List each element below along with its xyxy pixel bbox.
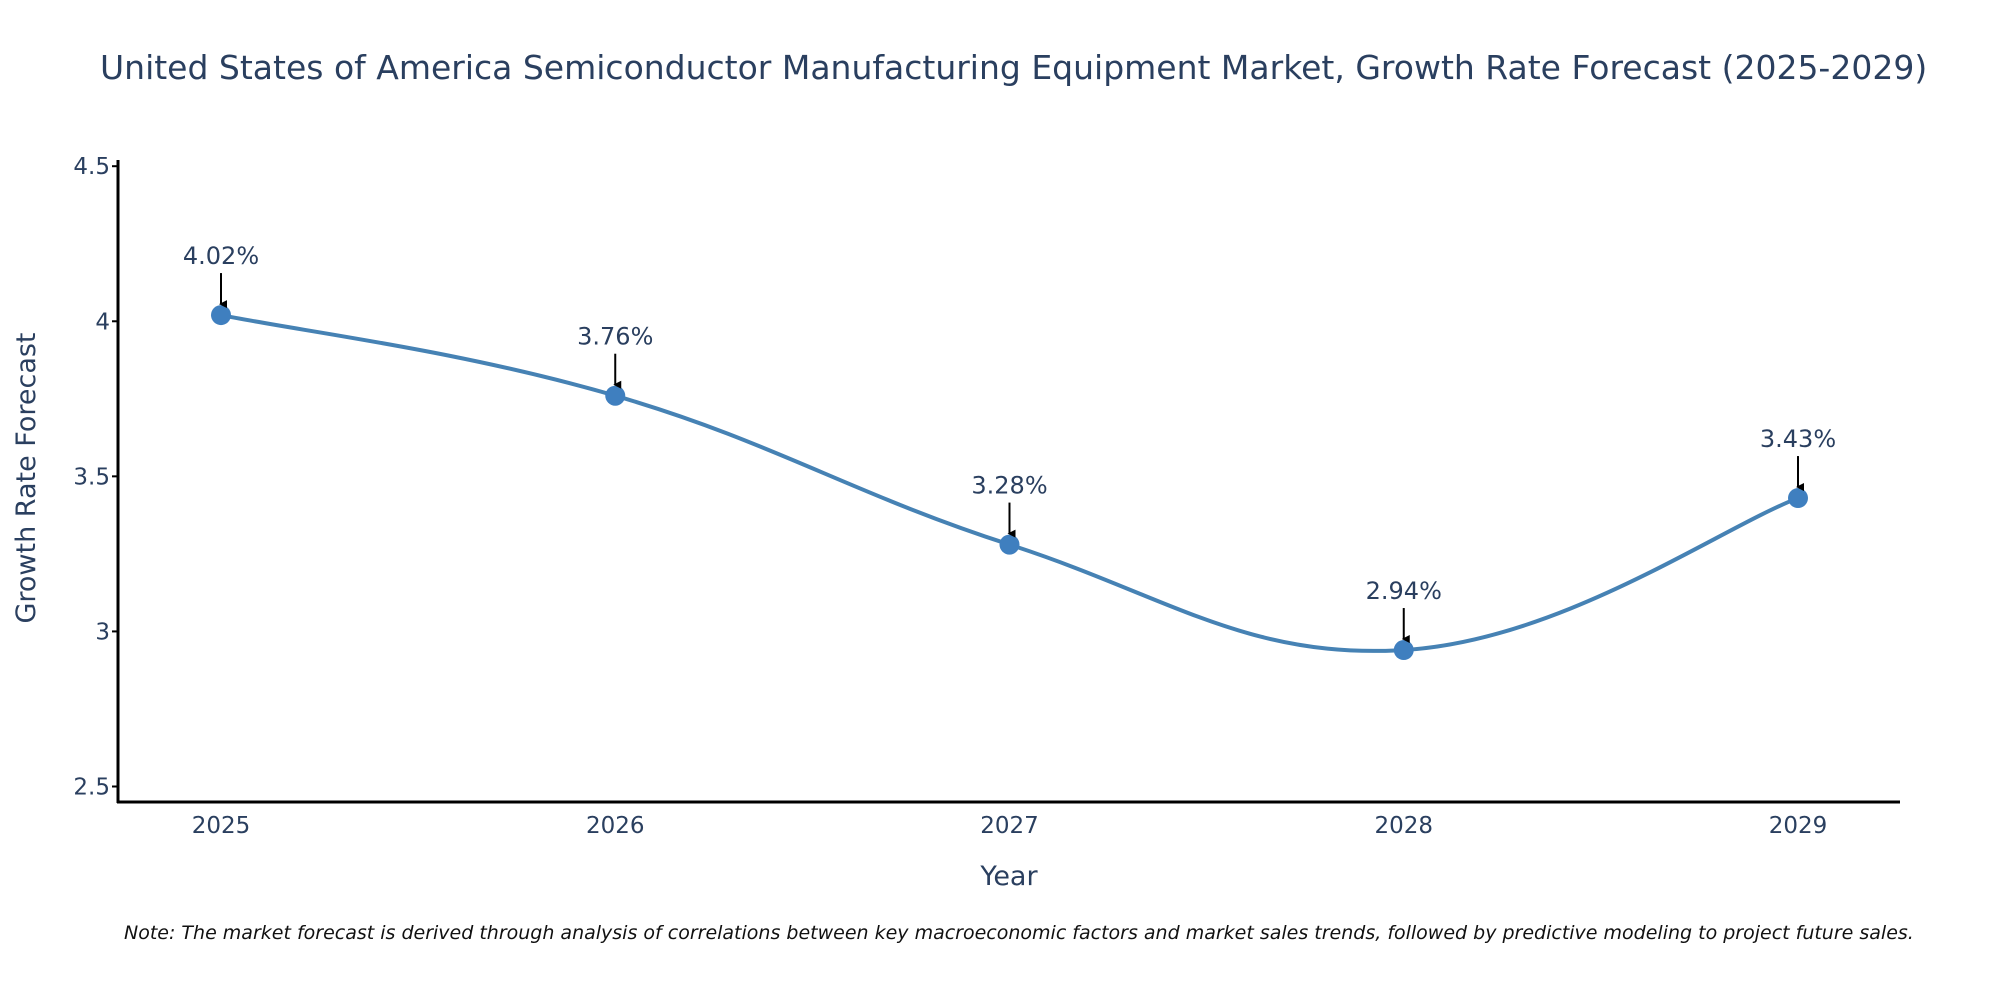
data-point <box>1393 640 1414 661</box>
y-tick-label: 4.5 <box>73 154 110 180</box>
data-label: 3.76% <box>577 323 653 351</box>
x-axis-title: Year <box>979 861 1038 892</box>
x-tick-label: 2027 <box>980 813 1039 839</box>
data-label: 4.02% <box>183 242 259 270</box>
data-points <box>211 305 1808 661</box>
x-axis-ticks: 2025 2026 2027 2028 2029 <box>192 813 1828 839</box>
y-tick-label: 3.5 <box>73 464 110 490</box>
data-label: 3.28% <box>971 472 1047 500</box>
y-tick-label: 3 <box>95 619 110 645</box>
x-tick-label: 2026 <box>586 813 645 839</box>
data-point <box>1788 488 1808 509</box>
y-tick-label: 2.5 <box>73 774 110 800</box>
data-point <box>999 534 1020 555</box>
data-label: 2.94% <box>1366 577 1442 605</box>
x-tick-label: 2028 <box>1374 813 1433 839</box>
chart-title: United States of America Semiconductor M… <box>100 48 1927 87</box>
data-annotations: 4.02% 3.76% 3.28% 2.94% 3.43% <box>183 242 1836 644</box>
y-tick-label: 4 <box>95 309 110 335</box>
x-tick-label: 2025 <box>192 813 251 839</box>
y-axis-ticks: 2.5 3 3.5 4 4.5 <box>73 154 118 800</box>
footnote: Note: The market forecast is derived thr… <box>124 922 1914 944</box>
data-label: 3.43% <box>1760 425 1836 453</box>
y-axis-title: Growth Rate Forecast <box>11 332 42 623</box>
data-point <box>605 385 626 406</box>
data-point <box>211 305 231 326</box>
x-tick-label: 2029 <box>1769 813 1828 839</box>
